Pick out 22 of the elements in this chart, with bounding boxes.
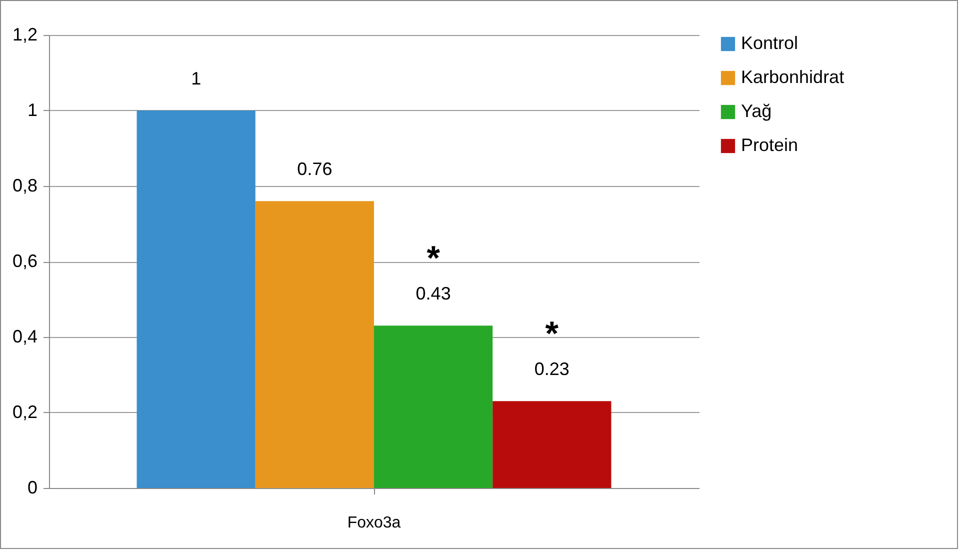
bar bbox=[374, 326, 493, 488]
legend-label: Karbonhidrat bbox=[741, 67, 844, 87]
y-tick-label: 0,4 bbox=[12, 326, 38, 346]
data-label: 0.23 bbox=[534, 359, 570, 380]
data-label: 1 bbox=[191, 68, 202, 88]
legend-label: Protein bbox=[741, 135, 798, 155]
x-tick-label: Foxo3a bbox=[347, 514, 401, 532]
y-tick-label: 0,2 bbox=[12, 402, 38, 422]
annotation: * bbox=[545, 315, 560, 354]
y-tick-label: 0,8 bbox=[12, 176, 38, 196]
data-label: 0.43 bbox=[416, 284, 451, 304]
y-tick-label: 0,6 bbox=[12, 251, 38, 271]
legend-label: Kontrol bbox=[741, 33, 798, 53]
bar bbox=[136, 110, 256, 488]
y-tick-label: 0 bbox=[27, 478, 38, 498]
annotation: * bbox=[426, 240, 441, 278]
y-tick-label: 1 bbox=[27, 100, 38, 120]
bar bbox=[255, 201, 374, 488]
legend-label: Yağ bbox=[741, 101, 772, 121]
y-tick-label: 1,2 bbox=[12, 24, 38, 44]
bar bbox=[492, 401, 612, 488]
data-label: 0.76 bbox=[297, 159, 332, 180]
